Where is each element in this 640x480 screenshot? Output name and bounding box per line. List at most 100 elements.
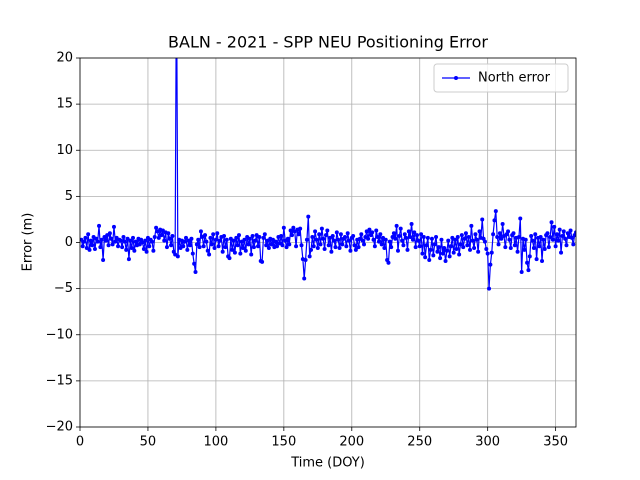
data-point [235,243,240,248]
data-point [126,257,131,262]
data-point [387,239,392,244]
data-point [90,243,95,248]
data-point [553,244,558,249]
data-point [332,238,337,243]
data-point [351,234,356,239]
data-point [344,244,349,249]
data-point [86,232,91,237]
data-point [185,247,190,252]
data-point [512,243,517,248]
data-point [405,247,410,252]
data-point [183,235,188,240]
data-point [507,237,512,242]
data-point [311,244,316,249]
data-point [401,243,406,248]
data-point [393,236,398,241]
data-point [264,243,269,248]
data-point [205,248,210,253]
data-point [224,237,229,242]
data-point [257,234,262,239]
data-point [348,248,353,253]
data-point [462,236,467,241]
data-point [474,237,479,242]
data-point [499,236,504,241]
data-point [322,246,327,251]
data-point [413,245,418,250]
data-point [118,238,123,243]
data-point [375,234,380,239]
data-point [565,231,570,236]
data-point [234,235,239,240]
data-point [506,229,511,234]
data-point [356,245,361,250]
data-point [303,258,308,263]
data-point [484,246,489,251]
data-point [223,245,228,250]
data-point [568,228,573,233]
data-point [128,238,133,243]
data-point [444,248,449,253]
x-tick-label: 0 [76,435,84,450]
data-point [309,247,314,252]
data-point [534,257,539,262]
data-point [151,248,156,253]
data-point [453,237,458,242]
data-point [181,244,186,249]
data-point [109,236,114,241]
data-point [530,238,535,243]
data-point [291,225,296,230]
data-point [424,243,429,248]
data-point [247,236,252,241]
data-point [526,268,531,273]
data-point [371,237,376,242]
data-point [391,231,396,236]
data-point [87,247,92,252]
data-point [491,232,496,237]
data-point [367,227,372,232]
data-point [439,237,444,242]
y-tick-label: 20 [56,51,73,66]
data-point [194,242,199,247]
data-point [261,235,266,240]
data-point [409,222,414,227]
chart-title: BALN - 2021 - SPP NEU Positioning Error [168,33,488,52]
data-point [95,239,100,244]
data-point [540,258,545,263]
data-point [493,209,498,214]
data-point [442,246,447,251]
data-point [402,232,407,237]
data-point [519,270,524,275]
data-point [260,259,265,264]
y-tick-label: −20 [46,420,73,435]
data-point [554,232,559,237]
data-point [113,239,118,244]
data-point [289,233,294,238]
data-point [400,238,405,243]
data-point [166,231,171,236]
data-point [204,239,209,244]
data-point [379,242,384,247]
data-point [203,233,208,238]
data-point [80,244,85,249]
data-point [556,238,561,243]
data-point [404,235,409,240]
data-point [419,232,424,237]
data-point [337,246,342,251]
data-point [334,230,339,235]
data-point [216,244,221,249]
data-point [525,260,530,265]
data-point [459,233,464,238]
data-point [241,246,246,251]
data-point [213,237,218,242]
data-point [372,244,377,249]
x-tick-label: 50 [140,435,157,450]
data-point [121,234,126,239]
data-point [143,238,148,243]
data-point [262,232,267,237]
data-point [427,258,432,263]
data-point [446,238,451,243]
data-point [147,244,152,249]
data-point [279,234,284,239]
x-tick-label: 200 [339,435,364,450]
data-point [340,242,345,247]
